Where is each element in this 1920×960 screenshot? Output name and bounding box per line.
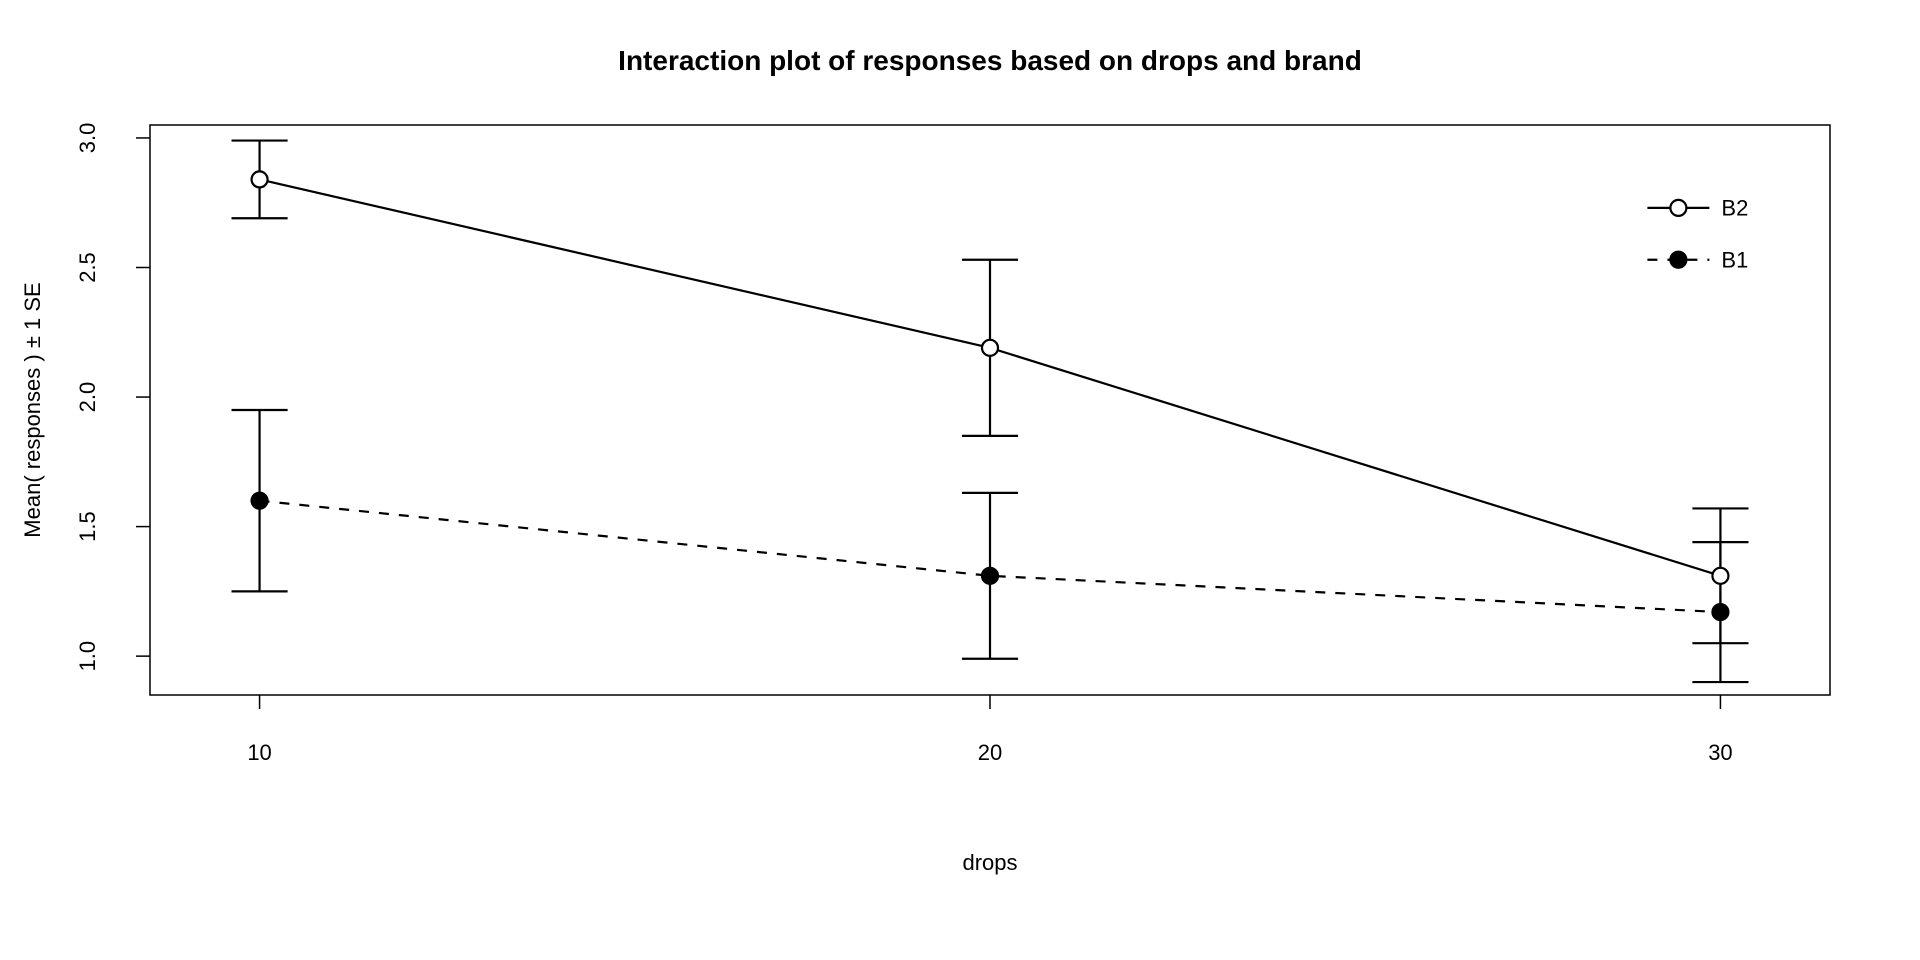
legend-label-B1: B1 [1721, 247, 1748, 272]
y-tick-label: 2.0 [75, 382, 100, 413]
y-axis-label: Mean( responses ) ± 1 SE [20, 282, 45, 537]
y-tick-label: 1.5 [75, 511, 100, 542]
series-marker-B1 [982, 568, 998, 584]
legend-marker-B1 [1670, 252, 1686, 268]
chart-title: Interaction plot of responses based on d… [618, 45, 1362, 76]
x-tick-label: 30 [1708, 740, 1732, 765]
series-marker-B2 [1712, 568, 1728, 584]
x-axis-label: drops [962, 850, 1017, 875]
legend-label-B2: B2 [1721, 196, 1748, 221]
series-marker-B2 [252, 171, 268, 187]
interaction-plot: Interaction plot of responses based on d… [0, 0, 1920, 960]
y-tick-label: 3.0 [75, 123, 100, 154]
legend-marker-B2 [1670, 200, 1686, 216]
series-marker-B2 [982, 340, 998, 356]
series-marker-B1 [1712, 604, 1728, 620]
x-tick-label: 10 [247, 740, 271, 765]
x-tick-label: 20 [978, 740, 1002, 765]
y-tick-label: 1.0 [75, 641, 100, 672]
series-marker-B1 [252, 493, 268, 509]
y-tick-label: 2.5 [75, 252, 100, 283]
